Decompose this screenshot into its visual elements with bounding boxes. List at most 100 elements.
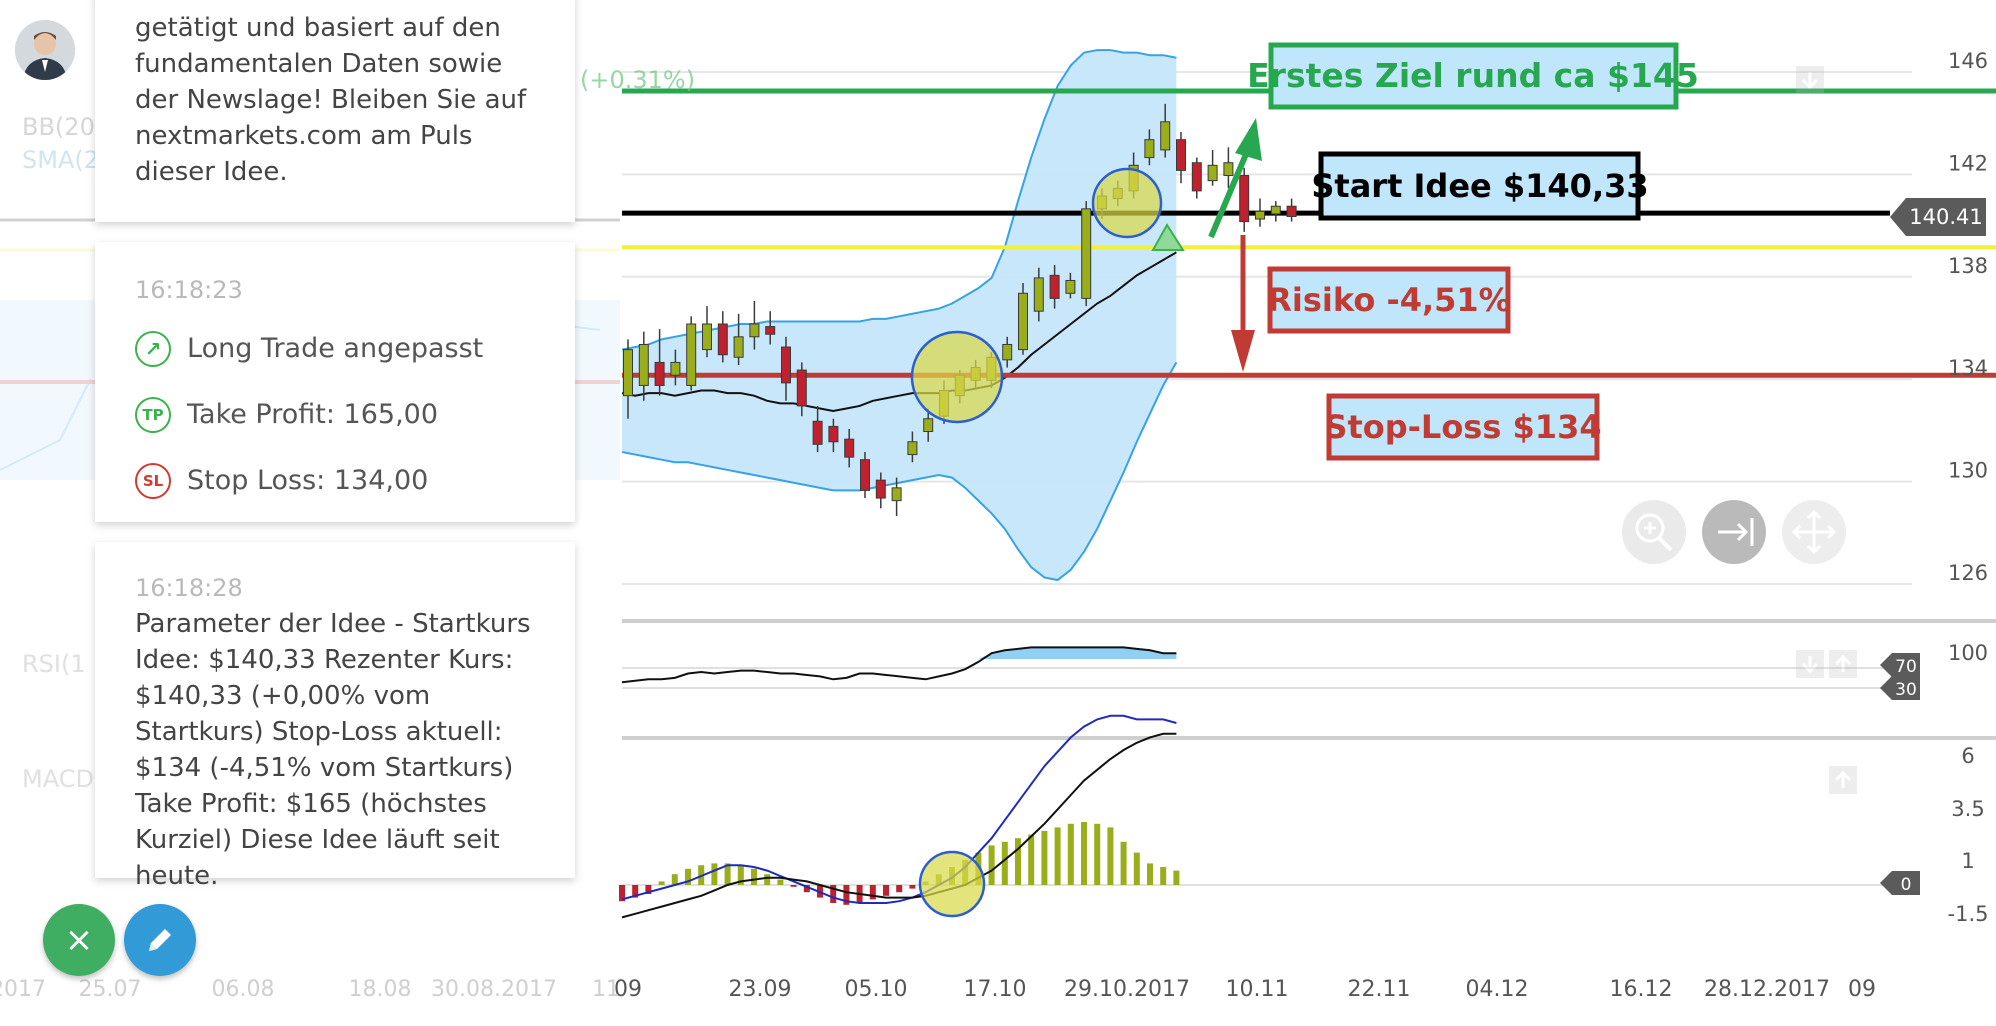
macd-expand-icon[interactable] [1829,766,1857,794]
candle-body [1018,292,1028,351]
take-profit-icon: TP [135,397,171,433]
arrow-up-right-icon: ↗ [135,331,171,367]
entry-triangle-icon [1151,223,1185,251]
macd-histogram-bar [988,845,995,885]
macd-histogram-bar [764,874,771,885]
macd-histogram-bar [645,885,652,894]
idea-parameters-card: 16:18:28 Parameter der Idee - Startkurs … [95,542,575,891]
candle-body [1239,175,1250,223]
x-tick-label-faded: 06.08 [212,977,275,1002]
candle-body [733,336,744,358]
price-tick-label: 138 [1948,254,1988,278]
candle-body [749,323,760,338]
bollinger-fill [622,50,1177,580]
macd-histogram-bar [803,885,810,893]
rsi-expand-icon[interactable] [1829,650,1857,678]
highlight-circle [910,330,1004,424]
pan-icon[interactable] [1782,500,1846,564]
fit-to-end-icon[interactable] [1702,500,1766,564]
sma-series [621,251,1177,413]
risk-annotation: Risiko -4,51% [1231,235,1511,372]
candle-body [654,361,665,386]
candle-body [686,323,697,386]
stop-label-box [1326,393,1600,461]
x-tick-label-faded: 30.08.2017 [431,977,557,1002]
macd-histogram-bar [724,863,731,885]
svg-text:0: 0 [1901,875,1912,895]
start-label-box [1318,151,1641,221]
macd-histogram-bar [751,868,757,885]
macd-histogram-bar [1054,827,1061,885]
target-label-box [1268,42,1679,110]
candle-body [638,343,649,386]
macd-histogram-bar [1120,841,1127,885]
macd-histogram-bar [1173,870,1180,885]
long-trade-row: ↗ Long Trade angepasst [135,316,535,382]
card2-time: 16:18:28 [135,574,243,602]
macd-histogram-bar [1160,867,1167,885]
macd-line [621,714,1177,904]
macd-histogram-bar [671,874,678,885]
candle-body [1002,343,1013,361]
x-tick-label: 29.10.2017 [1064,977,1190,1002]
edit-button[interactable] [124,904,196,976]
candle-body [1144,139,1155,159]
x-tick-label: 23.09 [729,977,792,1002]
candle-body [875,479,886,499]
x-tick-label: 05.10 [845,977,908,1002]
take-profit-label: Take Profit: 165,00 [187,399,439,430]
macd-histogram-bar [1028,834,1035,885]
macd-histogram-bar [1133,852,1140,885]
macd-histogram-bar [711,863,718,885]
faded-rsi-label: RSI(1 [22,650,86,678]
idea-parameters-text: Parameter der Idee - Startkurs Idee: $14… [135,609,531,891]
price-tick-label: 130 [1948,459,1988,483]
target-arrow [1208,138,1255,239]
candle-body [1081,208,1092,299]
close-button[interactable]: × [43,904,115,976]
panel-collapse-icon[interactable] [1796,66,1824,94]
macd-tick-label: 3.5 [1951,797,1984,821]
x-tick-label: 09 [614,977,642,1002]
zoom-in-icon[interactable] [1622,500,1686,564]
trade-update-card: 16:18:23 ↗ Long Trade angepasst TP Take … [95,242,575,522]
y-axis: 146 142 138 134 130 126 100 6 3.5 1 -1.5 [1948,49,1989,926]
macd-histogram-bar [1094,823,1101,885]
macd-histogram-bar [658,881,665,885]
rsi-badge-70: 70 [1880,653,1920,677]
macd-histogram-bar [1147,863,1153,885]
macd-histogram-bar [1081,822,1087,885]
bollinger-bands [621,49,1178,582]
x-tick-label: 28.12.2017 [1704,977,1830,1002]
current-price-badge: 140.41 [1890,198,1986,236]
rsi-collapse-icon[interactable] [1796,650,1824,678]
macd-signal-line [621,732,1177,919]
idea-intro-text: getätigt und basiert auf den fundamental… [135,13,527,187]
svg-text:30: 30 [1895,680,1917,700]
take-profit-row: TP Take Profit: 165,00 [135,382,535,448]
candle-body [812,420,823,445]
x-tick-label-faded: 11 [592,977,620,1002]
candle-body [1286,205,1297,217]
target-annotation: Erstes Ziel rund ca $145 [1208,42,1699,239]
macd-histogram-bar [1041,831,1048,885]
idea-text-panel: getätigt und basiert auf den fundamental… [95,0,575,222]
panel-separators [622,619,1996,886]
avatar[interactable] [15,20,75,80]
svg-text:70: 70 [1895,657,1917,677]
avatar-icon [15,20,75,80]
macd-histogram-bar [883,885,889,896]
highlight-circle [1091,167,1163,239]
x-tick-label: 17.10 [964,977,1027,1002]
price-tick-label: 142 [1948,151,1988,175]
candle-body [702,323,712,351]
macd-histogram-bar [1107,827,1114,885]
macd-histogram-bar [909,885,916,889]
current-price-text: 140.41 [1909,205,1982,229]
macd-histogram-bar [843,885,850,905]
x-tick-label: 09 [1848,977,1876,1002]
pencil-icon [149,929,171,951]
candle-body [670,361,681,376]
faded-sma-label: SMA(2 [22,146,99,174]
